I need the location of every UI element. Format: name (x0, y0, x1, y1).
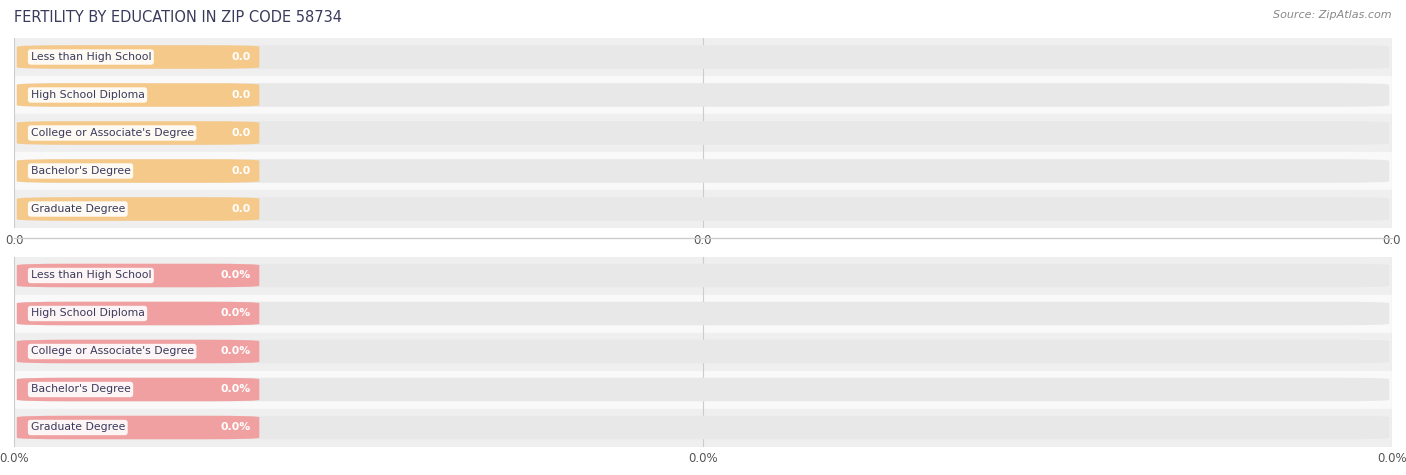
FancyBboxPatch shape (17, 302, 1389, 325)
FancyBboxPatch shape (17, 197, 1389, 221)
Bar (14, 38, 1392, 76)
FancyBboxPatch shape (17, 340, 1389, 363)
FancyBboxPatch shape (17, 264, 1389, 287)
Bar (14, 152, 1392, 190)
FancyBboxPatch shape (17, 378, 1389, 401)
Text: 0.0: 0.0 (232, 128, 252, 138)
FancyBboxPatch shape (17, 121, 259, 145)
Text: 0.0: 0.0 (232, 166, 252, 176)
Text: 0.0%: 0.0% (221, 422, 252, 433)
Bar (14, 114, 1392, 152)
FancyBboxPatch shape (17, 83, 259, 107)
Text: Less than High School: Less than High School (31, 270, 150, 281)
FancyBboxPatch shape (17, 302, 259, 325)
Bar (14, 332, 1392, 371)
FancyBboxPatch shape (17, 159, 1389, 183)
Bar (14, 190, 1392, 228)
FancyBboxPatch shape (17, 416, 1389, 439)
FancyBboxPatch shape (17, 416, 259, 439)
Bar (14, 294, 1392, 332)
FancyBboxPatch shape (17, 121, 1389, 145)
Text: Bachelor's Degree: Bachelor's Degree (31, 384, 131, 395)
Text: High School Diploma: High School Diploma (31, 308, 145, 319)
Text: College or Associate's Degree: College or Associate's Degree (31, 128, 194, 138)
FancyBboxPatch shape (17, 83, 1389, 107)
Text: 0.0: 0.0 (232, 90, 252, 100)
Text: 0.0: 0.0 (232, 52, 252, 62)
Text: Graduate Degree: Graduate Degree (31, 204, 125, 214)
Bar (14, 408, 1392, 446)
Text: Less than High School: Less than High School (31, 52, 150, 62)
Text: College or Associate's Degree: College or Associate's Degree (31, 346, 194, 357)
Text: Bachelor's Degree: Bachelor's Degree (31, 166, 131, 176)
FancyBboxPatch shape (17, 45, 1389, 69)
Text: Source: ZipAtlas.com: Source: ZipAtlas.com (1274, 10, 1392, 19)
FancyBboxPatch shape (17, 159, 259, 183)
Text: 0.0%: 0.0% (221, 270, 252, 281)
Text: 0.0: 0.0 (232, 204, 252, 214)
Text: FERTILITY BY EDUCATION IN ZIP CODE 58734: FERTILITY BY EDUCATION IN ZIP CODE 58734 (14, 10, 342, 25)
FancyBboxPatch shape (17, 378, 259, 401)
FancyBboxPatch shape (17, 264, 259, 287)
Bar (14, 256, 1392, 294)
FancyBboxPatch shape (17, 45, 259, 69)
FancyBboxPatch shape (17, 340, 259, 363)
Text: 0.0%: 0.0% (221, 346, 252, 357)
Text: 0.0%: 0.0% (221, 384, 252, 395)
FancyBboxPatch shape (17, 197, 259, 221)
Bar (14, 76, 1392, 114)
Bar (14, 370, 1392, 408)
Text: 0.0%: 0.0% (221, 308, 252, 319)
Text: Graduate Degree: Graduate Degree (31, 422, 125, 433)
Text: High School Diploma: High School Diploma (31, 90, 145, 100)
